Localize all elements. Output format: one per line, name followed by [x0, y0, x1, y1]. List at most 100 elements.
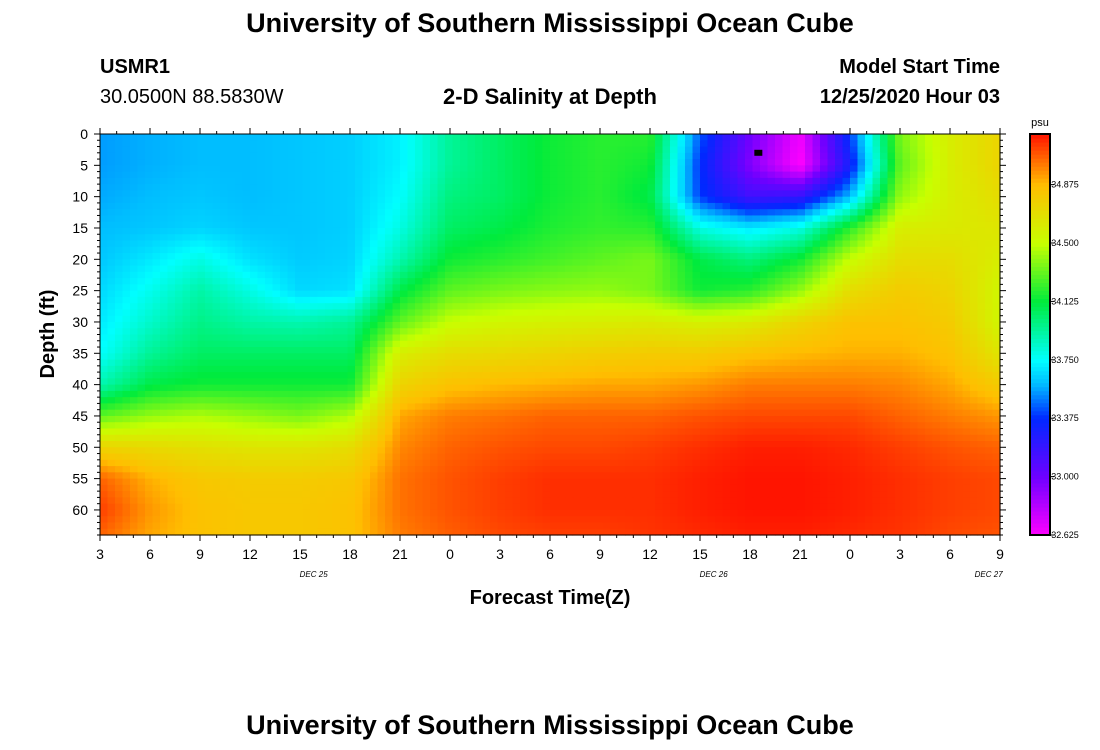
heatmap-cell: [790, 278, 799, 285]
heatmap-cell: [145, 365, 154, 373]
heatmap-cell: [737, 196, 746, 204]
heatmap-cell: [362, 278, 371, 285]
heatmap-cell: [385, 347, 394, 354]
heatmap-cell: [325, 278, 334, 285]
heatmap-cell: [625, 271, 634, 279]
heatmap-cell: [625, 253, 634, 260]
heatmap-cell: [325, 146, 334, 154]
heatmap-cell: [835, 152, 844, 160]
heatmap-cell: [242, 296, 251, 304]
heatmap-cell: [760, 340, 769, 348]
heatmap-cell: [542, 184, 551, 191]
heatmap-cell: [272, 259, 281, 267]
heatmap-cell: [707, 378, 716, 386]
heatmap-cell: [415, 259, 424, 267]
heatmap-cell: [617, 378, 626, 386]
heatmap-cell: [182, 347, 191, 354]
heatmap-cell: [820, 234, 829, 242]
heatmap-cell: [137, 296, 146, 304]
heatmap-cell: [197, 347, 206, 354]
heatmap-cell: [475, 234, 484, 242]
heatmap-cell: [512, 290, 521, 298]
heatmap-cell: [827, 190, 836, 198]
heatmap-cell: [460, 165, 469, 173]
heatmap-cell: [482, 378, 491, 386]
heatmap-cell: [722, 140, 731, 148]
heatmap-cell: [617, 359, 626, 367]
heatmap-cell: [910, 347, 919, 354]
heatmap-cell: [887, 353, 896, 361]
heatmap-cell: [805, 315, 814, 323]
heatmap-cell: [482, 165, 491, 173]
heatmap-cell: [700, 378, 709, 386]
heatmap-cell: [617, 353, 626, 361]
heatmap-cell: [482, 265, 491, 273]
heatmap-cell: [407, 221, 416, 229]
heatmap-cell: [340, 246, 349, 254]
heatmap-cell: [107, 284, 116, 292]
heatmap-cell: [835, 134, 844, 141]
heatmap-cell: [100, 390, 109, 398]
heatmap-cell: [475, 372, 484, 379]
heatmap-cell: [610, 259, 619, 267]
heatmap-cell: [115, 152, 124, 160]
heatmap-cell: [917, 190, 926, 198]
heatmap-cell: [160, 227, 169, 235]
heatmap-cell: [497, 296, 506, 304]
heatmap-cell: [197, 253, 206, 260]
heatmap-cell: [250, 315, 259, 323]
heatmap-cell: [265, 378, 274, 386]
heatmap-cell: [437, 159, 446, 166]
heatmap-cell: [272, 159, 281, 166]
heatmap-cell: [760, 253, 769, 260]
heatmap-cell: [190, 347, 199, 354]
heatmap-cell: [340, 265, 349, 273]
heatmap-cell: [572, 303, 581, 311]
heatmap-cell: [595, 196, 604, 204]
heatmap-cell: [917, 359, 926, 367]
heatmap-cell: [160, 378, 169, 386]
heatmap-cell: [325, 359, 334, 367]
heatmap-cell: [212, 240, 221, 248]
heatmap-cell: [610, 159, 619, 166]
heatmap-cell: [152, 340, 161, 348]
heatmap-cell: [505, 303, 514, 311]
heatmap-cell: [257, 146, 266, 154]
heatmap-cell: [887, 328, 896, 336]
heatmap-cell: [812, 365, 821, 373]
heatmap-cell: [722, 196, 731, 204]
heatmap-cell: [647, 340, 656, 348]
heatmap-cell: [160, 278, 169, 285]
heatmap-cell: [287, 171, 296, 179]
heatmap-cell: [227, 334, 236, 342]
heatmap-cell: [145, 134, 154, 141]
heatmap-cell: [190, 171, 199, 179]
heatmap-cell: [542, 134, 551, 141]
heatmap-cell: [475, 209, 484, 217]
heatmap-cell: [467, 234, 476, 242]
heatmap-cell: [317, 140, 326, 148]
heatmap-cell: [400, 378, 409, 386]
heatmap-cell: [587, 328, 596, 336]
heatmap-cell: [302, 190, 311, 198]
heatmap-cell: [115, 159, 124, 166]
heatmap-cell: [580, 372, 589, 379]
heatmap-cell: [565, 177, 574, 185]
heatmap-cell: [722, 146, 731, 154]
heatmap-cell: [220, 259, 229, 267]
heatmap-cell: [242, 209, 251, 217]
heatmap-cell: [220, 140, 229, 148]
heatmap-cell: [775, 378, 784, 386]
heatmap-cell: [925, 190, 934, 198]
heatmap-cell: [977, 378, 986, 386]
heatmap-cell: [887, 340, 896, 348]
heatmap-cell: [842, 290, 851, 298]
heatmap-cell: [655, 221, 664, 229]
heatmap-cell: [895, 271, 904, 279]
heatmap-cell: [482, 290, 491, 298]
heatmap-cell: [557, 334, 566, 342]
heatmap-cell: [505, 190, 514, 198]
heatmap-cell: [482, 227, 491, 235]
heatmap-cell: [430, 259, 439, 267]
heatmap-cell: [355, 146, 364, 154]
